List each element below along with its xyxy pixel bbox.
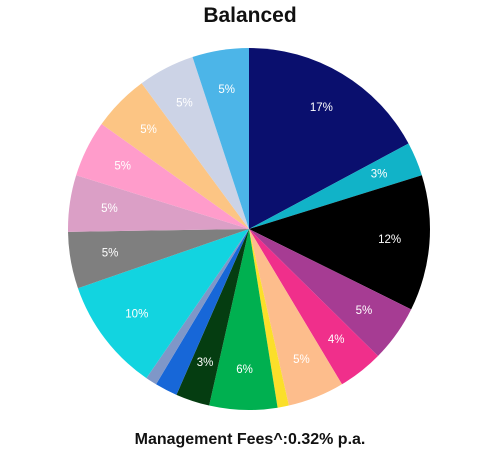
pie-slice-11 xyxy=(146,229,249,385)
pie-slice-2 xyxy=(249,143,422,229)
pie-slice-17 xyxy=(141,57,249,229)
pie-slice-1 xyxy=(249,48,409,229)
pie-slice-6 xyxy=(249,229,342,406)
pie-slice-5 xyxy=(249,229,378,385)
pie-slice-10 xyxy=(156,229,249,395)
pie-slice-label-4: 5% xyxy=(356,305,373,317)
pie-slice-label-17: 5% xyxy=(176,98,193,110)
pie-slice-label-18: 5% xyxy=(218,84,235,96)
pie-slice-3 xyxy=(249,175,431,310)
pie-slice-label-5: 4% xyxy=(328,334,345,346)
pie-slice-12 xyxy=(77,229,249,379)
pie-slice-15 xyxy=(76,124,249,229)
pie-slice-label-13: 5% xyxy=(102,248,119,260)
pie-slice-13 xyxy=(68,229,250,289)
pie-slice-4 xyxy=(249,229,412,356)
pie-slice-7 xyxy=(249,229,289,408)
pie-slices xyxy=(67,48,431,411)
pie-slice-16 xyxy=(101,83,249,229)
pie-slice-label-16: 5% xyxy=(140,124,157,136)
pie-slice-18 xyxy=(192,48,249,229)
pie-slice-labels: 17% 3% 12% 5% 4% 5% 6% 3% 10% 5% 5% 5% 5% 5% 5% xyxy=(101,84,401,376)
pie-slice-label-8: 6% xyxy=(236,364,253,376)
pie-slice-label-6: 5% xyxy=(293,354,310,366)
pie-slice-label-1: 17% xyxy=(310,102,333,114)
pie-slice-label-9: 3% xyxy=(197,357,214,369)
pie-slice-9 xyxy=(176,229,249,406)
pie-slice-8 xyxy=(209,229,278,411)
pie-slice-label-15: 5% xyxy=(114,160,131,172)
pie-slice-14 xyxy=(67,175,249,232)
management-fees-note: Management Fees^:0.32% p.a. xyxy=(134,431,366,448)
pie-slice-label-3: 12% xyxy=(378,234,401,246)
pie-slice-label-2: 3% xyxy=(371,169,388,181)
pie-slice-label-14: 5% xyxy=(101,203,118,215)
chart-title: Balanced xyxy=(203,4,297,27)
pie-slice-label-12: 10% xyxy=(125,308,148,320)
